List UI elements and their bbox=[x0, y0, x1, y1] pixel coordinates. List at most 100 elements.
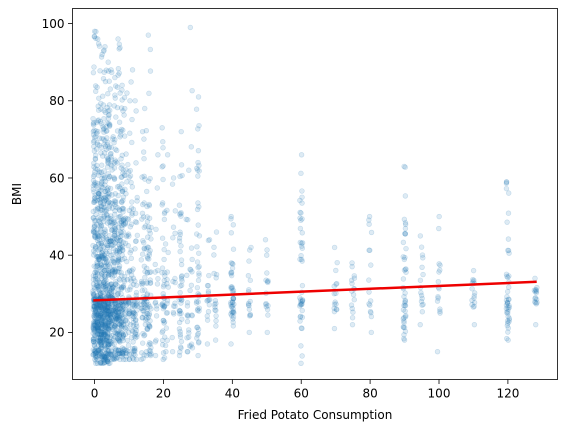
data-point bbox=[93, 310, 100, 317]
data-point bbox=[101, 359, 108, 366]
data-point bbox=[128, 79, 134, 85]
data-point bbox=[101, 263, 107, 269]
data-point bbox=[104, 128, 110, 134]
data-point bbox=[98, 202, 104, 209]
data-point bbox=[297, 318, 303, 324]
data-point bbox=[94, 319, 100, 326]
data-point bbox=[506, 284, 512, 290]
data-point bbox=[262, 237, 269, 243]
data-point bbox=[189, 256, 195, 263]
data-point bbox=[99, 252, 106, 259]
data-point bbox=[264, 247, 270, 253]
data-point bbox=[93, 146, 100, 152]
data-point bbox=[229, 285, 235, 291]
data-point bbox=[263, 301, 269, 308]
data-point bbox=[98, 275, 104, 282]
data-point bbox=[96, 337, 102, 344]
data-point bbox=[92, 322, 99, 328]
data-point bbox=[102, 231, 108, 237]
data-point bbox=[92, 350, 99, 356]
data-point bbox=[97, 118, 104, 125]
data-point bbox=[264, 252, 270, 258]
data-point bbox=[178, 243, 184, 249]
data-point bbox=[94, 320, 101, 326]
data-point bbox=[95, 36, 101, 42]
data-point bbox=[95, 241, 102, 248]
data-point bbox=[104, 358, 111, 364]
data-point bbox=[99, 315, 105, 322]
data-point bbox=[97, 245, 104, 252]
data-point bbox=[97, 246, 103, 253]
data-point bbox=[96, 338, 102, 345]
data-point bbox=[101, 305, 108, 312]
data-point bbox=[104, 303, 110, 310]
data-point bbox=[90, 248, 97, 254]
data-point bbox=[177, 289, 183, 296]
data-point bbox=[98, 222, 105, 229]
data-point bbox=[230, 306, 236, 312]
data-point bbox=[297, 239, 303, 246]
data-point bbox=[91, 322, 98, 328]
data-point bbox=[98, 184, 105, 190]
data-point bbox=[96, 191, 102, 197]
data-point bbox=[196, 122, 202, 129]
data-point bbox=[98, 195, 105, 202]
data-point bbox=[93, 282, 100, 289]
data-point bbox=[96, 236, 102, 242]
data-point bbox=[93, 345, 99, 351]
y-axis-ticks: 20 40 60 80 100 bbox=[42, 17, 73, 340]
data-point bbox=[95, 353, 101, 359]
data-point bbox=[230, 295, 236, 301]
data-point bbox=[96, 301, 102, 307]
data-point bbox=[152, 269, 158, 275]
data-point bbox=[212, 337, 219, 343]
data-point bbox=[419, 309, 426, 315]
data-point bbox=[91, 148, 98, 154]
data-point bbox=[96, 335, 102, 341]
x-tick-label: 20 bbox=[156, 387, 171, 401]
data-point bbox=[102, 312, 108, 319]
data-point bbox=[195, 277, 202, 283]
data-point bbox=[297, 209, 303, 216]
data-point bbox=[94, 231, 101, 238]
data-point bbox=[90, 290, 96, 296]
data-point bbox=[98, 262, 104, 269]
data-point bbox=[97, 360, 104, 366]
data-point bbox=[100, 248, 106, 254]
data-point bbox=[91, 195, 98, 201]
data-point bbox=[105, 139, 111, 146]
data-point bbox=[92, 348, 98, 354]
data-point bbox=[102, 315, 109, 322]
data-point bbox=[532, 299, 538, 305]
data-point bbox=[106, 199, 112, 205]
data-point bbox=[349, 263, 355, 270]
data-point bbox=[91, 119, 97, 126]
data-point bbox=[104, 350, 111, 356]
data-point bbox=[105, 342, 111, 348]
data-point bbox=[95, 337, 102, 343]
data-point bbox=[90, 330, 96, 337]
data-point bbox=[102, 275, 108, 281]
data-point bbox=[152, 261, 158, 268]
data-point bbox=[97, 312, 103, 319]
data-point bbox=[100, 254, 107, 261]
data-point bbox=[120, 209, 126, 215]
data-point bbox=[101, 328, 107, 334]
data-point bbox=[99, 334, 106, 340]
data-point bbox=[159, 337, 166, 344]
data-point bbox=[106, 203, 113, 209]
data-point bbox=[98, 240, 104, 247]
data-point bbox=[95, 348, 101, 354]
data-point bbox=[106, 319, 113, 325]
data-point bbox=[101, 129, 107, 135]
data-point bbox=[94, 326, 100, 333]
data-point bbox=[176, 319, 183, 326]
data-point bbox=[91, 342, 98, 348]
data-point bbox=[106, 325, 112, 332]
data-point bbox=[112, 137, 118, 143]
data-point bbox=[333, 290, 339, 297]
data-point bbox=[165, 249, 171, 256]
data-point bbox=[469, 302, 475, 308]
data-point bbox=[147, 277, 153, 283]
data-point bbox=[94, 292, 100, 299]
